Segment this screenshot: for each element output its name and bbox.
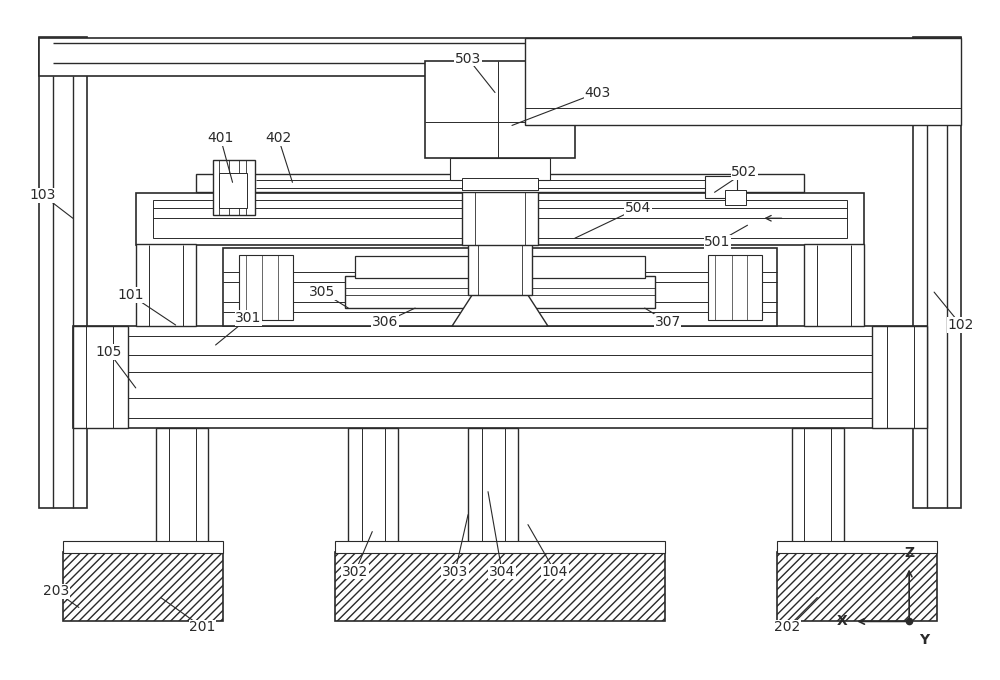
Bar <box>213 160 255 216</box>
Bar <box>725 190 746 205</box>
Bar <box>468 243 532 295</box>
Bar <box>153 201 847 238</box>
Bar <box>239 255 293 320</box>
Bar <box>63 551 223 622</box>
Bar <box>913 37 961 508</box>
Bar <box>219 173 247 208</box>
Bar <box>872 326 927 428</box>
Bar <box>777 541 937 553</box>
Bar <box>39 37 87 508</box>
Bar <box>136 244 196 326</box>
Polygon shape <box>452 295 548 326</box>
Bar <box>335 551 665 622</box>
Text: 201: 201 <box>189 620 216 634</box>
Bar <box>777 551 937 622</box>
Text: 402: 402 <box>265 131 292 146</box>
Bar <box>708 255 762 320</box>
Bar <box>39 37 961 75</box>
Bar <box>450 158 550 180</box>
Bar <box>525 37 961 125</box>
Bar <box>355 256 645 278</box>
Bar <box>73 326 927 428</box>
Bar <box>345 276 655 308</box>
Text: 301: 301 <box>235 311 262 325</box>
Bar <box>63 541 223 553</box>
Bar <box>86 336 914 418</box>
Text: 105: 105 <box>96 345 122 359</box>
Bar <box>335 541 665 553</box>
Text: 306: 306 <box>372 315 398 329</box>
Bar <box>348 428 398 553</box>
Bar <box>156 428 208 553</box>
Text: 501: 501 <box>704 235 731 249</box>
Text: Y: Y <box>919 633 929 647</box>
Bar <box>196 174 804 192</box>
Bar <box>73 326 128 428</box>
Bar <box>462 190 538 245</box>
Bar <box>223 248 777 326</box>
Text: 102: 102 <box>948 318 974 332</box>
Text: 303: 303 <box>442 564 468 579</box>
Bar <box>425 61 575 158</box>
Bar <box>804 244 864 326</box>
Bar <box>462 178 538 190</box>
Text: 403: 403 <box>585 86 611 99</box>
Text: 304: 304 <box>489 564 515 579</box>
Text: 202: 202 <box>774 620 801 634</box>
Bar <box>468 428 518 553</box>
Text: 503: 503 <box>455 52 481 65</box>
Text: Z: Z <box>904 545 914 560</box>
Bar <box>792 428 844 553</box>
Text: 203: 203 <box>43 585 69 598</box>
Text: 307: 307 <box>655 315 681 329</box>
Text: 502: 502 <box>731 165 758 180</box>
Text: 401: 401 <box>207 131 234 146</box>
Text: 101: 101 <box>118 288 144 302</box>
Text: X: X <box>837 615 847 628</box>
Text: 103: 103 <box>30 188 56 202</box>
Text: 302: 302 <box>342 564 368 579</box>
Text: 305: 305 <box>309 285 335 299</box>
Text: 504: 504 <box>625 201 651 216</box>
Text: 104: 104 <box>542 564 568 579</box>
Bar <box>136 193 864 245</box>
Bar <box>705 176 737 199</box>
